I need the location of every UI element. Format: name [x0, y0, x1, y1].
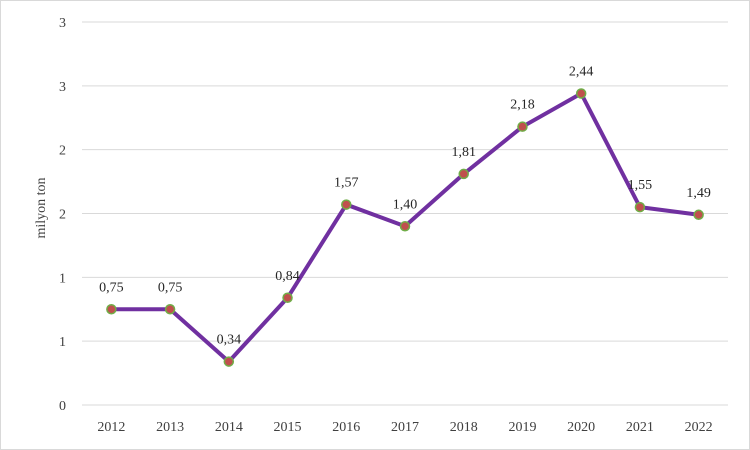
data-point [223, 356, 235, 367]
y-tick-label: 1 [59, 271, 66, 286]
gridlines [82, 21, 728, 406]
data-point [517, 121, 528, 132]
data-labels: 0,75 0,75 0,34 0,84 1,57 1,40 1,81 2,18 2,44 1,55… [99, 64, 711, 347]
data-label: 2,18 [510, 98, 535, 113]
x-tick-label: 2015 [274, 420, 302, 435]
y-tick-label: 3 [59, 80, 66, 95]
data-label: 1,81 [451, 145, 476, 160]
data-point [634, 201, 646, 213]
data-label: 2,44 [569, 64, 594, 79]
y-tick-label: 3 [59, 16, 66, 31]
x-tick-label: 2020 [567, 420, 595, 435]
y-tick-label: 0 [59, 399, 66, 414]
data-point [458, 168, 469, 180]
data-point [164, 304, 176, 315]
data-label: 0,84 [275, 269, 300, 284]
data-point [106, 304, 117, 315]
y-tick-label: 1 [59, 335, 66, 350]
data-label: 0,75 [99, 280, 124, 295]
x-tick-label: 2014 [215, 420, 243, 435]
y-tick-label: 2 [59, 208, 66, 223]
x-tick-label: 2012 [97, 420, 125, 435]
x-tick-label: 2022 [685, 420, 713, 435]
data-label: 1,57 [334, 176, 359, 191]
data-label: 1,49 [686, 186, 711, 201]
y-tick-labels: 0 1 1 2 2 3 3 [59, 16, 66, 414]
x-tick-label: 2018 [450, 420, 478, 435]
markers [106, 88, 704, 367]
data-label: 1,55 [628, 178, 653, 193]
data-point [341, 199, 352, 210]
data-label: 0,34 [217, 333, 242, 348]
x-tick-label: 2016 [332, 420, 360, 435]
data-point [693, 209, 704, 221]
data-point [282, 292, 293, 304]
y-tick-label: 2 [59, 144, 66, 159]
data-label: 0,75 [158, 280, 183, 295]
x-tick-label: 2013 [156, 420, 184, 435]
x-tick-label: 2021 [626, 420, 654, 435]
x-tick-labels: 2012 2013 2014 2015 2016 2017 2018 2019 2020 2021… [97, 420, 712, 435]
data-point [399, 221, 411, 232]
y-axis-title: milyon ton [34, 177, 49, 238]
x-tick-label: 2019 [508, 420, 536, 435]
data-label: 1,40 [393, 197, 418, 212]
data-point [575, 88, 587, 99]
x-tick-label: 2017 [391, 420, 419, 435]
